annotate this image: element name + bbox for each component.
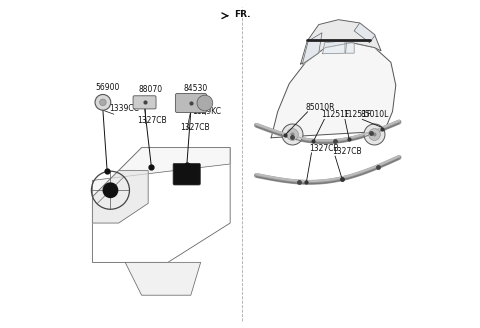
Text: 1327CB: 1327CB — [180, 123, 210, 132]
Circle shape — [369, 129, 380, 140]
Circle shape — [372, 133, 376, 136]
Text: 11251F: 11251F — [321, 110, 349, 119]
Polygon shape — [125, 262, 201, 295]
Text: 1129KC: 1129KC — [192, 108, 221, 116]
FancyBboxPatch shape — [175, 93, 206, 113]
Polygon shape — [346, 42, 354, 53]
Text: FR.: FR. — [234, 10, 251, 19]
Circle shape — [103, 183, 118, 197]
Polygon shape — [323, 41, 345, 54]
Text: 1327CB: 1327CB — [333, 147, 362, 156]
Text: 11251F: 11251F — [344, 110, 372, 119]
Text: 88070: 88070 — [139, 86, 163, 94]
Polygon shape — [92, 171, 148, 223]
Text: 1339CC: 1339CC — [109, 104, 139, 113]
Text: 84530: 84530 — [183, 84, 208, 93]
Polygon shape — [354, 23, 375, 43]
FancyBboxPatch shape — [133, 96, 156, 109]
FancyBboxPatch shape — [173, 163, 200, 185]
Circle shape — [197, 95, 213, 111]
Circle shape — [364, 124, 385, 145]
Polygon shape — [271, 43, 396, 138]
Polygon shape — [302, 33, 322, 64]
Circle shape — [290, 133, 294, 136]
Polygon shape — [300, 20, 381, 64]
Text: 85010R: 85010R — [306, 103, 335, 112]
Circle shape — [287, 129, 299, 140]
Text: 85010L: 85010L — [360, 110, 389, 119]
Text: 56900: 56900 — [95, 84, 120, 92]
Circle shape — [100, 99, 106, 106]
Circle shape — [95, 94, 111, 110]
Polygon shape — [92, 148, 230, 197]
Text: 1327CB: 1327CB — [309, 144, 338, 153]
Text: 1327CB: 1327CB — [138, 116, 168, 125]
Circle shape — [282, 124, 303, 145]
